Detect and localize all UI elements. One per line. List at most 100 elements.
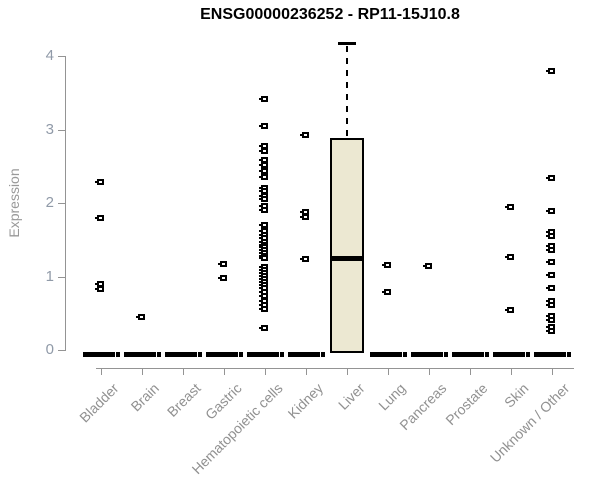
zero-median-bar-dash [444, 351, 448, 357]
data-point-marker [259, 196, 268, 203]
data-point-marker [259, 161, 268, 168]
data-point-marker [546, 247, 555, 254]
y-axis-tick [58, 276, 65, 278]
data-point-marker [95, 179, 104, 186]
category-label: Prostate [442, 380, 491, 429]
category-label: Skin [500, 380, 532, 411]
data-point-marker [259, 142, 268, 149]
data-point-marker [546, 327, 555, 334]
data-point-marker [259, 122, 268, 129]
data-point-marker [423, 263, 432, 270]
data-point-marker [546, 233, 555, 240]
x-axis-tick [265, 368, 266, 375]
data-point-marker [95, 285, 104, 292]
zero-median-bar-dash [198, 351, 202, 357]
zero-median-bar [82, 351, 115, 357]
chart-title: ENSG00000236252 - RP11-15J10.8 [200, 6, 460, 23]
data-point-marker [382, 288, 391, 295]
y-axis-tick [58, 129, 65, 131]
zero-median-bar-dash [280, 351, 284, 357]
data-point-marker [505, 203, 514, 210]
data-point-marker [300, 208, 309, 215]
x-axis-tick [470, 368, 471, 375]
zero-median-bar-dash [526, 351, 530, 357]
zero-median-bar-dash [567, 351, 571, 357]
data-point-marker [259, 147, 268, 154]
data-point-marker [546, 284, 555, 291]
category-label: Lung [374, 380, 409, 414]
data-point-marker [505, 254, 514, 261]
data-point-marker [505, 306, 514, 313]
data-point-marker [95, 214, 104, 221]
zero-median-bar-dash [239, 351, 243, 357]
x-axis-line [96, 368, 574, 369]
y-axis-title: Expression [6, 168, 22, 238]
zero-median-bar [410, 351, 443, 357]
x-axis-tick [142, 368, 143, 375]
x-axis-tick [429, 368, 430, 375]
y-tick-label: 0 [45, 341, 54, 358]
data-point-marker [259, 293, 268, 300]
data-point-marker [259, 168, 268, 175]
data-point-marker [300, 132, 309, 139]
x-axis-tick [511, 368, 512, 375]
data-point-marker [546, 68, 555, 75]
category-label: Brain [127, 380, 163, 415]
data-point-marker [136, 313, 145, 320]
zero-median-bar [205, 351, 238, 357]
data-point-marker [546, 272, 555, 279]
category-label: Liver [334, 380, 368, 413]
data-point-marker [546, 258, 555, 265]
x-axis-tick [347, 368, 348, 375]
data-point-marker [218, 274, 227, 281]
y-tick-label: 1 [45, 267, 54, 285]
y-tick-label: 3 [45, 120, 54, 138]
zero-median-bar-dash [403, 351, 407, 357]
upper-whisker-cap [338, 41, 356, 45]
data-point-marker [259, 255, 268, 262]
data-point-marker [546, 175, 555, 181]
zero-median-bar-dash [485, 351, 489, 357]
data-point-marker [259, 305, 268, 312]
zero-median-bar [164, 351, 197, 357]
y-tick-label: 4 [45, 47, 54, 64]
zero-median-bar-dash [321, 351, 325, 357]
zero-median-bar [492, 351, 525, 357]
box [330, 138, 364, 353]
x-axis-tick [183, 368, 184, 375]
x-axis-tick [388, 368, 389, 375]
data-point-marker [546, 316, 555, 323]
upper-whisker [346, 45, 348, 138]
data-point-marker [259, 207, 268, 214]
zero-median-bar [533, 351, 566, 357]
category-label: Bladder [75, 380, 122, 426]
y-axis-line [65, 56, 66, 351]
data-point-marker [300, 255, 309, 262]
zero-median-bar-dash [116, 351, 120, 357]
zero-median-bar [123, 351, 156, 357]
y-axis-tick [58, 203, 65, 204]
data-point-marker [95, 280, 104, 287]
x-axis-tick [101, 368, 102, 375]
zero-median-bar [369, 351, 402, 357]
zero-median-bar [451, 351, 484, 357]
data-point-marker [382, 261, 391, 268]
data-point-marker [259, 324, 268, 331]
zero-median-bar-dash [157, 351, 161, 357]
data-point-marker [546, 208, 555, 215]
y-axis-tick [58, 350, 65, 351]
median-line [332, 256, 362, 262]
zero-median-bar [287, 351, 320, 357]
x-axis-tick [552, 368, 553, 375]
data-point-marker [218, 261, 227, 267]
category-label: Breast [163, 380, 204, 420]
data-point-marker [259, 222, 268, 229]
y-axis-tick [58, 56, 65, 57]
data-point-marker [259, 95, 268, 102]
y-tick-label: 2 [45, 194, 54, 211]
x-axis-tick [224, 368, 225, 375]
data-point-marker [300, 213, 309, 220]
data-point-marker [259, 173, 268, 180]
data-point-marker [546, 302, 555, 309]
